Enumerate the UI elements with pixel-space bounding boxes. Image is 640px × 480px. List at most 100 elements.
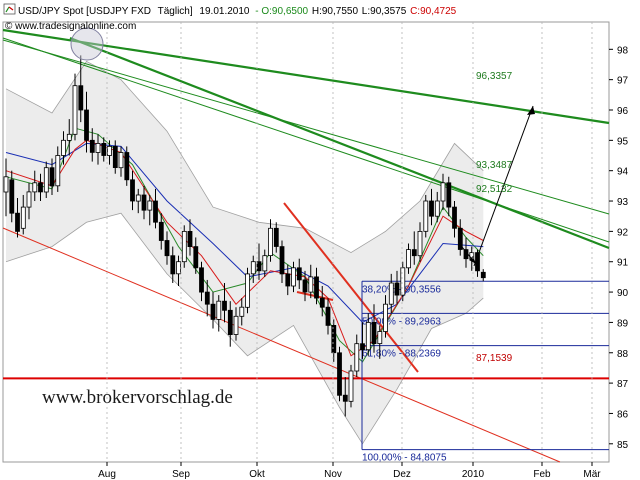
support-label: 87,1539 <box>476 353 513 364</box>
bollinger-band-upper <box>5 60 484 254</box>
candle-body <box>233 315 239 335</box>
candle-body <box>147 200 153 211</box>
y-tick-label: 86 <box>617 409 629 420</box>
candle-body <box>354 343 360 372</box>
candle-body <box>101 142 107 156</box>
candle-body <box>273 227 279 247</box>
candle-body <box>377 331 383 345</box>
y-tick-label: 97 <box>617 76 629 87</box>
close-value: C:90,4725 <box>410 6 457 17</box>
candle-body <box>371 321 377 344</box>
candle-body <box>72 85 78 135</box>
candle-body <box>135 194 141 202</box>
forecast-arrow-head <box>527 106 535 115</box>
candle-body <box>187 230 193 247</box>
candle-body <box>279 246 285 275</box>
candle-body <box>337 352 342 396</box>
candle-body <box>9 179 15 214</box>
candle-body <box>457 227 463 250</box>
candle-body <box>216 300 222 320</box>
period-label: Täglich] <box>158 6 193 17</box>
x-tick-label: Mär <box>583 469 601 480</box>
y-tick-label: 90 <box>617 288 629 299</box>
y-tick-label: 93 <box>617 197 629 208</box>
x-tick-label: Sep <box>172 469 190 480</box>
candle-body <box>365 321 371 351</box>
candle-body <box>66 133 72 141</box>
green-line-label: 96,3357 <box>476 71 513 82</box>
candle-body <box>181 230 187 263</box>
candle-body <box>400 267 406 296</box>
candle-body <box>158 221 164 241</box>
candle-body <box>170 255 176 275</box>
pullback-arrow-head <box>469 256 476 264</box>
candle-body <box>153 200 158 223</box>
top-highlight-ellipse <box>70 27 104 61</box>
candle-body <box>32 182 38 193</box>
channel-lines-layer <box>2 28 610 463</box>
fibonacci-level-label: 100,00% - 84,8075 <box>362 453 447 464</box>
candle-body <box>411 249 417 257</box>
green-line-label: 92,5132 <box>476 184 513 195</box>
x-tick-label: Okt <box>249 469 265 480</box>
svg-text:USD/JPY Spot [USDJPY FXD: USD/JPY Spot [USDJPY FXD Täglich] 19.01.… <box>18 6 457 17</box>
y-tick-label: 94 <box>617 167 629 178</box>
annotations-layer <box>461 105 535 267</box>
candle-body <box>118 152 124 169</box>
candle-body <box>193 246 199 269</box>
candle-body <box>95 142 101 153</box>
candle-body <box>26 191 32 208</box>
low-value: L:90,3575 <box>362 6 407 17</box>
candle-body <box>112 145 118 168</box>
candle-body <box>78 85 84 111</box>
x-axis: Aug Sep Okt Nov Dez 2010 Feb Mär <box>98 22 601 480</box>
candle-body <box>417 230 423 257</box>
candle-body <box>124 152 130 181</box>
candle-body <box>256 261 262 272</box>
y-tick-label: 91 <box>617 258 629 269</box>
x-tick-label: Aug <box>98 469 116 480</box>
red-channel-line <box>2 227 561 463</box>
candle-body <box>20 206 26 229</box>
candle-body <box>429 200 434 217</box>
candle-body <box>199 267 204 293</box>
candle-body <box>383 303 388 332</box>
candle-body <box>423 200 429 232</box>
candle-body <box>61 139 66 156</box>
candle-body <box>164 240 170 257</box>
candle-body <box>331 324 337 354</box>
y-tick-label: 96 <box>617 106 629 117</box>
date-label: 19.01.2010 <box>199 6 249 17</box>
green-line-labels: 96,3357 93,3487 92,5132 <box>476 71 513 195</box>
green-trendline-thin <box>2 39 610 215</box>
moving-average-red <box>5 139 484 357</box>
candle-body <box>452 206 457 229</box>
candle-body <box>38 182 43 193</box>
y-tick-label: 85 <box>617 440 629 451</box>
watermark: www.brokervorschlag.de <box>42 387 233 408</box>
candle-body <box>3 176 9 193</box>
candle-body <box>15 212 20 232</box>
candle-body <box>348 370 354 402</box>
y-axis: 85 86 87 88 89 90 91 92 93 94 95 96 97 98 <box>609 45 629 451</box>
y-tick-label: 98 <box>617 45 629 56</box>
x-tick-label: Dez <box>393 469 411 480</box>
open-value: - O:90,6500 <box>255 6 308 17</box>
candle-body <box>446 182 452 208</box>
candle-body <box>204 291 210 305</box>
green-trendline-top <box>2 28 610 125</box>
candle-body <box>262 255 268 272</box>
source-label: © www.tradesignalonline.com <box>5 21 136 32</box>
candle-body <box>84 109 89 141</box>
candle-body <box>141 194 147 211</box>
green-trendline-main <box>69 36 610 250</box>
fibonacci-level-label: 61,80% - 88,2369 <box>362 349 441 360</box>
red-trendline <box>283 202 419 373</box>
candle-body <box>285 273 291 287</box>
candle-body <box>245 273 250 308</box>
candle-body <box>388 282 394 305</box>
candles-layer <box>3 55 486 417</box>
x-tick-label: 2010 <box>462 469 485 480</box>
candle-body <box>222 300 227 311</box>
x-tick-label: Feb <box>533 469 551 480</box>
